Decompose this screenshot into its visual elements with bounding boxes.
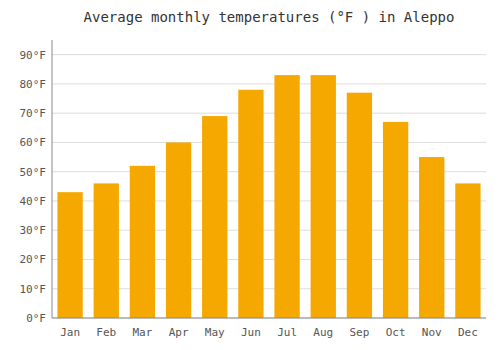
grid-line — [52, 83, 486, 84]
x-tick-label: Oct — [386, 326, 406, 339]
y-tick-label: 10°F — [20, 283, 47, 296]
y-tick-label: 80°F — [20, 78, 47, 91]
y-tick-label: 50°F — [20, 166, 47, 179]
grid-line — [52, 142, 486, 143]
x-tick-label: May — [205, 326, 225, 339]
bar — [57, 192, 82, 318]
x-tick-label: Jun — [241, 326, 261, 339]
x-tick-label: Jul — [277, 326, 297, 339]
y-tick-label: 30°F — [20, 224, 47, 237]
grid-line — [52, 113, 486, 114]
bar — [347, 93, 372, 318]
title: Average monthly temperatures (°F ) in Al… — [84, 9, 455, 25]
bar — [94, 183, 119, 318]
bars — [57, 75, 480, 318]
bar — [383, 122, 408, 318]
x-tick-label: Sep — [349, 326, 369, 339]
y-tick-label: 90°F — [20, 49, 47, 62]
grid-line — [52, 54, 486, 55]
bar — [419, 157, 444, 318]
y-tick-label: 60°F — [20, 136, 47, 149]
grid-line — [52, 318, 486, 319]
y-tick-label: 20°F — [20, 253, 47, 266]
x-tick-label: Nov — [422, 326, 442, 339]
x-tick-label: Dec — [458, 326, 478, 339]
bar — [166, 142, 191, 318]
bar — [455, 183, 480, 318]
x-axis — [52, 318, 486, 319]
grid — [52, 55, 486, 318]
y-tick-label: 70°F — [20, 107, 47, 120]
x-tick-label: Feb — [96, 326, 116, 339]
x-tick-label: Apr — [169, 326, 189, 339]
bar — [130, 166, 155, 318]
bar — [238, 90, 263, 318]
y-tick-label: 0°F — [26, 312, 46, 325]
y-axis — [52, 40, 53, 318]
chart: Average monthly temperatures (°F ) in Al… — [0, 0, 500, 350]
bar — [311, 75, 336, 318]
y-tick-label: 40°F — [20, 195, 47, 208]
x-tick-label: Aug — [313, 326, 333, 339]
bar — [274, 75, 299, 318]
x-tick-label: Mar — [132, 326, 152, 339]
x-tick-label: Jan — [60, 326, 80, 339]
bar — [202, 116, 227, 318]
